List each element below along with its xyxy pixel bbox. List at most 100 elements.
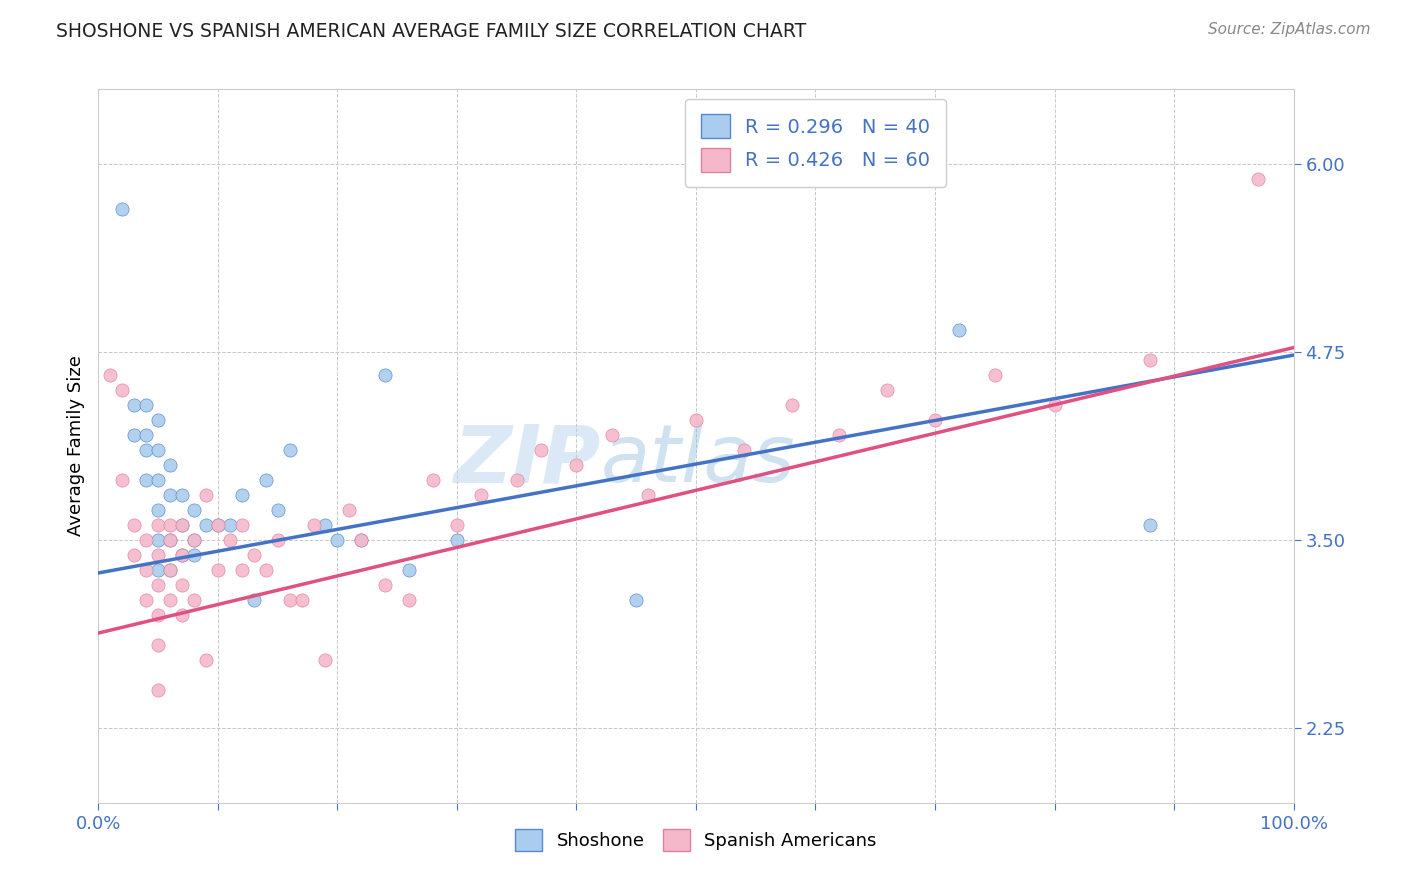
Point	[637, 488, 659, 502]
Point	[183, 503, 205, 517]
Point	[733, 442, 755, 457]
Point	[111, 473, 134, 487]
Point	[135, 442, 157, 457]
Point	[254, 563, 277, 577]
Point	[207, 517, 229, 532]
Point	[339, 503, 361, 517]
Point	[148, 473, 170, 487]
Point	[135, 427, 157, 442]
Point	[135, 563, 157, 577]
Point	[398, 593, 420, 607]
Point	[1043, 398, 1066, 412]
Point	[243, 548, 266, 562]
Point	[183, 533, 205, 547]
Point	[148, 517, 170, 532]
Point	[159, 593, 181, 607]
Point	[172, 517, 194, 532]
Text: Source: ZipAtlas.com: Source: ZipAtlas.com	[1208, 22, 1371, 37]
Point	[135, 398, 157, 412]
Point	[602, 427, 624, 442]
Point	[876, 383, 898, 397]
Point	[159, 563, 181, 577]
Point	[207, 563, 229, 577]
Point	[148, 578, 170, 592]
Point	[207, 517, 229, 532]
Point	[148, 533, 170, 547]
Point	[172, 607, 194, 622]
Point	[111, 383, 134, 397]
Point	[506, 473, 529, 487]
Point	[446, 533, 468, 547]
Point	[398, 563, 420, 577]
Point	[135, 593, 157, 607]
Text: SHOSHONE VS SPANISH AMERICAN AVERAGE FAMILY SIZE CORRELATION CHART: SHOSHONE VS SPANISH AMERICAN AVERAGE FAM…	[56, 22, 807, 41]
Point	[231, 517, 253, 532]
Legend: Shoshone, Spanish Americans: Shoshone, Spanish Americans	[508, 822, 884, 858]
Point	[291, 593, 314, 607]
Point	[195, 488, 218, 502]
Point	[135, 533, 157, 547]
Point	[159, 488, 181, 502]
Point	[159, 533, 181, 547]
Point	[278, 442, 301, 457]
Point	[470, 488, 492, 502]
Point	[148, 607, 170, 622]
Point	[219, 517, 242, 532]
Point	[172, 488, 194, 502]
Point	[159, 533, 181, 547]
Point	[183, 593, 205, 607]
Point	[148, 548, 170, 562]
Point	[243, 593, 266, 607]
Point	[148, 413, 170, 427]
Point	[148, 638, 170, 652]
Point	[124, 548, 146, 562]
Point	[1247, 172, 1270, 186]
Point	[195, 517, 218, 532]
Point	[172, 517, 194, 532]
Point	[148, 442, 170, 457]
Point	[422, 473, 444, 487]
Point	[984, 368, 1007, 382]
Point	[326, 533, 349, 547]
Point	[254, 473, 277, 487]
Point	[315, 653, 337, 667]
Point	[374, 578, 396, 592]
Point	[924, 413, 946, 427]
Text: ZIP: ZIP	[453, 421, 600, 500]
Point	[1139, 352, 1161, 367]
Point	[530, 442, 553, 457]
Point	[172, 548, 194, 562]
Point	[111, 202, 134, 217]
Point	[302, 517, 325, 532]
Point	[135, 473, 157, 487]
Point	[350, 533, 373, 547]
Point	[159, 517, 181, 532]
Point	[148, 563, 170, 577]
Point	[231, 488, 253, 502]
Point	[148, 503, 170, 517]
Y-axis label: Average Family Size: Average Family Size	[66, 356, 84, 536]
Point	[159, 563, 181, 577]
Point	[780, 398, 803, 412]
Point	[195, 653, 218, 667]
Point	[565, 458, 588, 472]
Point	[148, 683, 170, 698]
Point	[124, 398, 146, 412]
Point	[446, 517, 468, 532]
Point	[172, 578, 194, 592]
Point	[98, 368, 122, 382]
Point	[183, 533, 205, 547]
Point	[685, 413, 707, 427]
Text: atlas: atlas	[600, 421, 796, 500]
Point	[219, 533, 242, 547]
Point	[1139, 517, 1161, 532]
Point	[828, 427, 851, 442]
Point	[183, 548, 205, 562]
Point	[626, 593, 648, 607]
Point	[374, 368, 396, 382]
Point	[948, 322, 970, 336]
Point	[267, 533, 290, 547]
Point	[124, 517, 146, 532]
Point	[278, 593, 301, 607]
Point	[315, 517, 337, 532]
